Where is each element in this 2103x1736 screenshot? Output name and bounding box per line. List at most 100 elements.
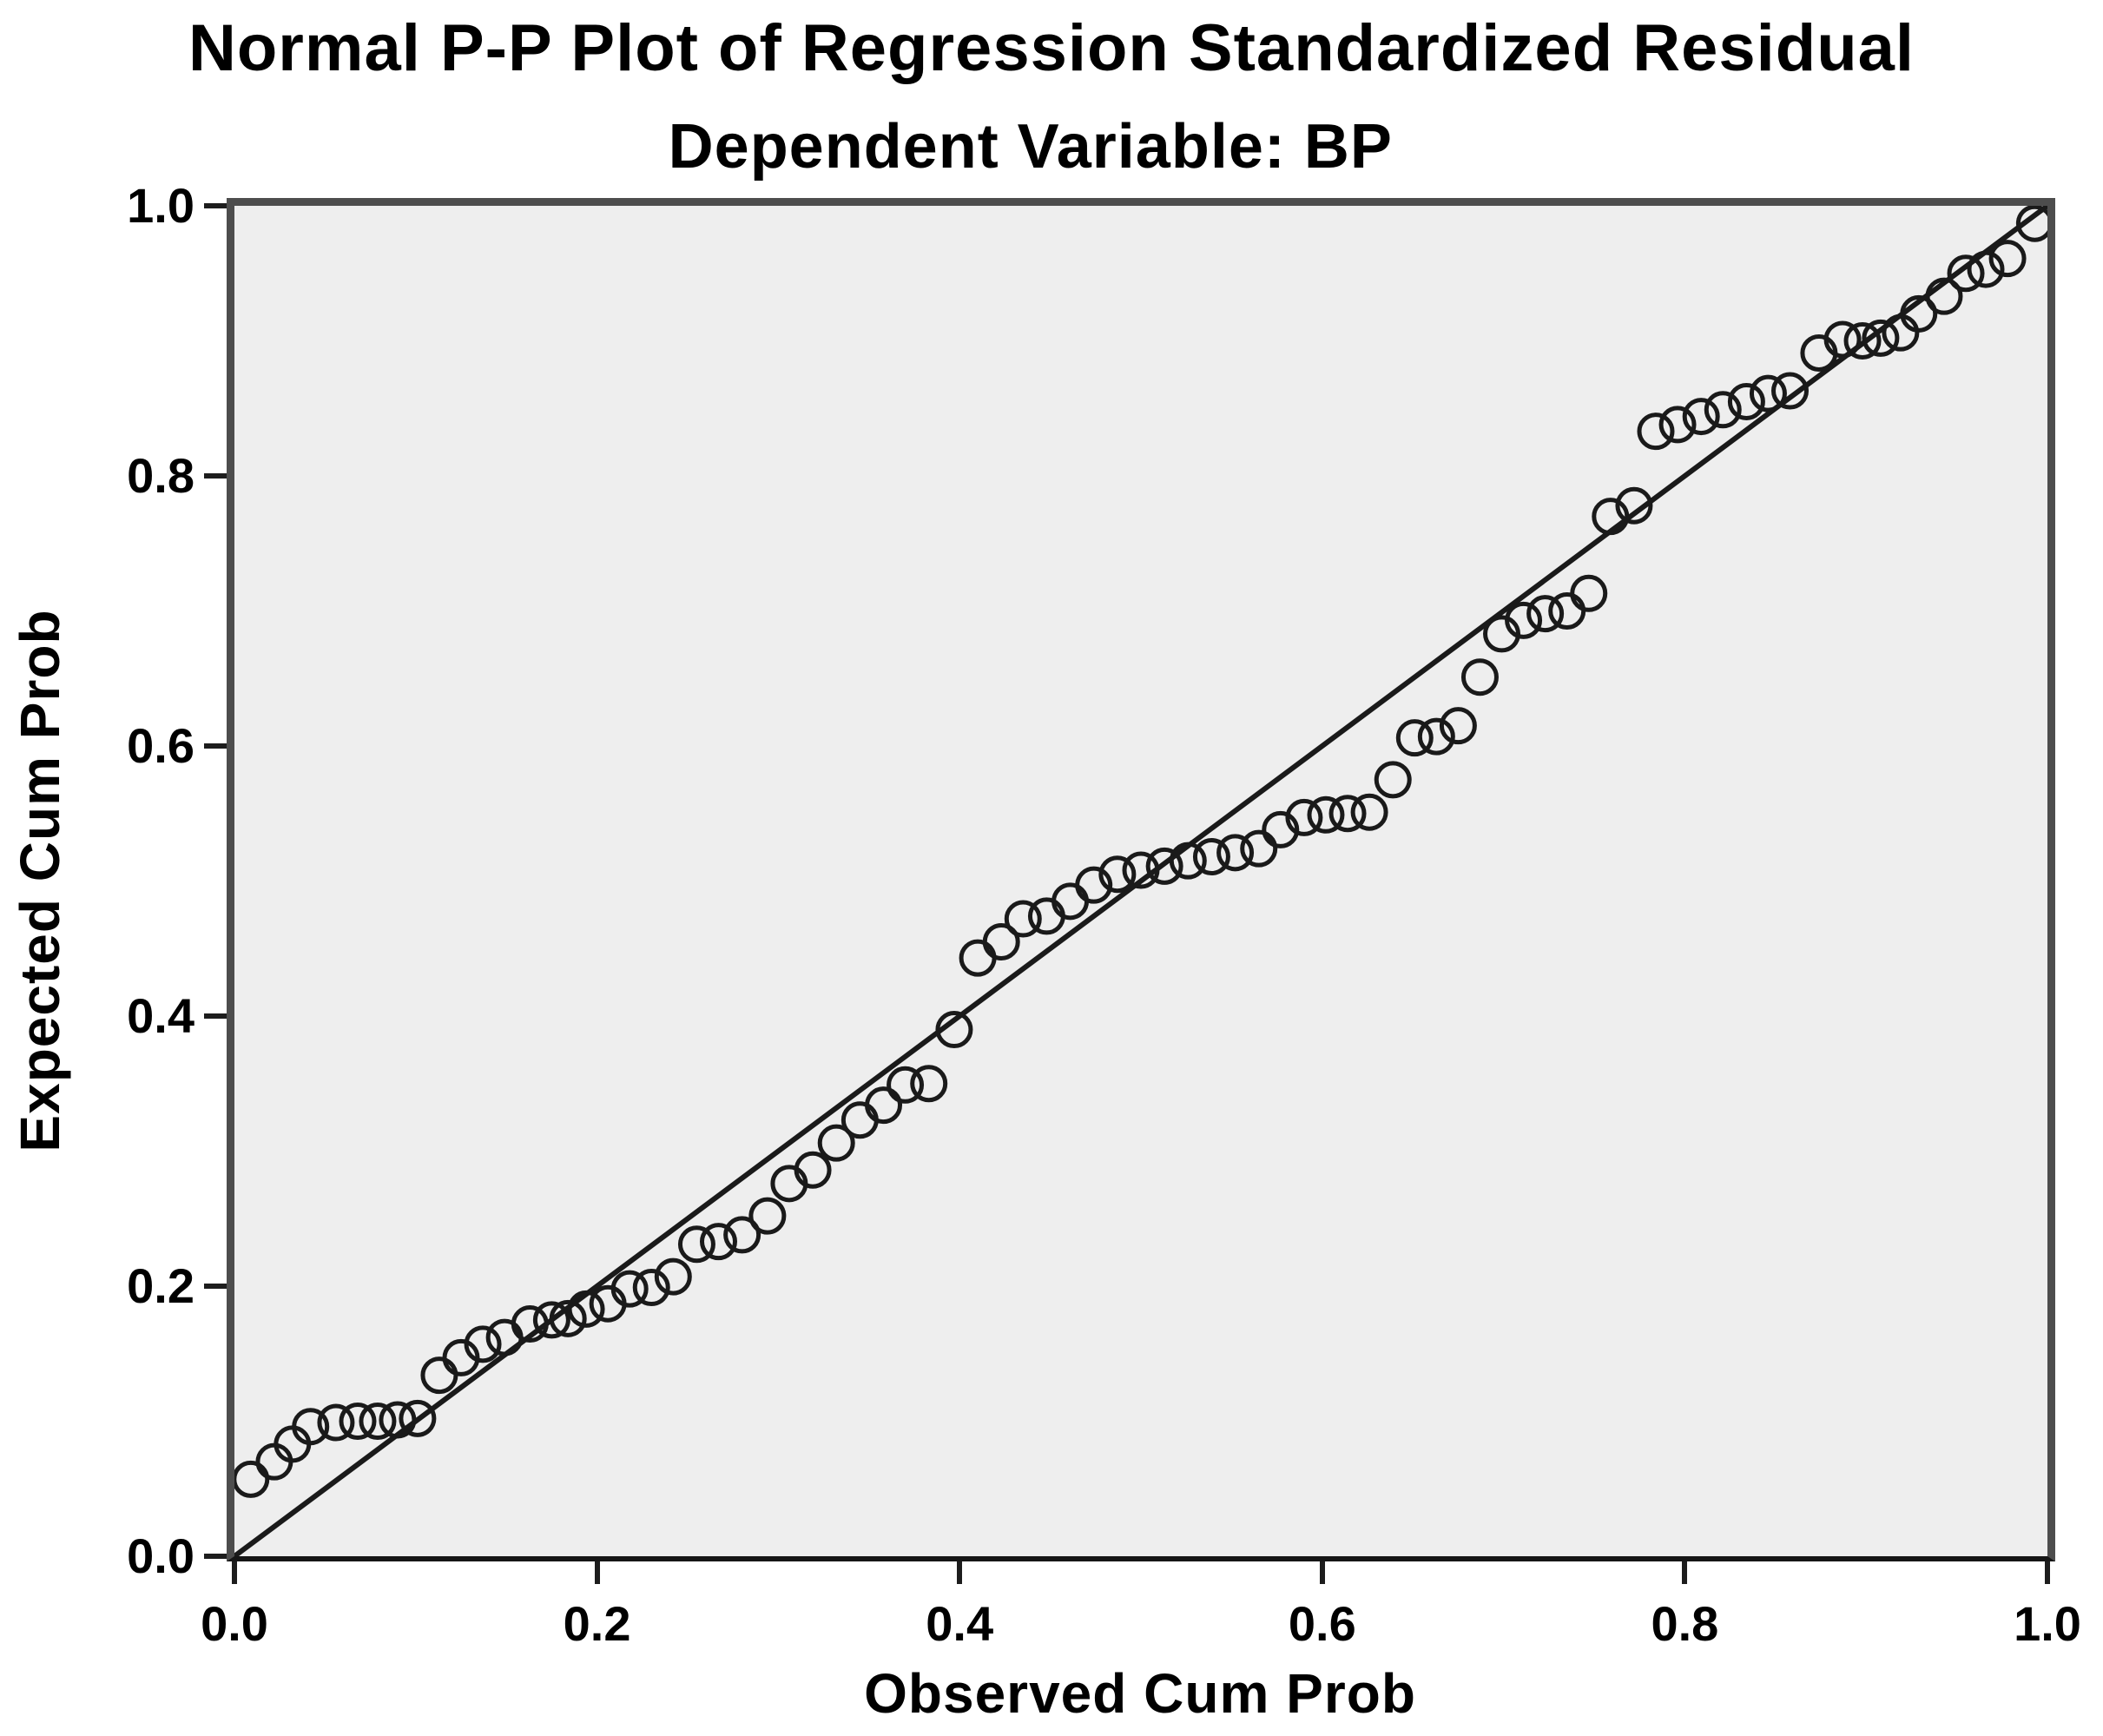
data-point-marker (1526, 595, 1565, 633)
y-axis-tick-label: 0.0 (127, 1528, 194, 1583)
data-point-marker (1285, 798, 1323, 836)
data-point-marker (1900, 294, 1938, 333)
data-point-marker (1771, 372, 1810, 410)
data-point-marker (699, 1223, 737, 1261)
data-point-marker (1882, 314, 1920, 352)
data-point-marker (1075, 866, 1113, 904)
data-point-marker (532, 1301, 570, 1339)
data-point-marker (1145, 847, 1183, 885)
data-point-marker (1749, 374, 1787, 413)
chart-title: Normal P-P Plot of Regression Standardiz… (188, 11, 1915, 85)
data-point-marker (1052, 882, 1090, 921)
data-point-marker (1169, 842, 1207, 880)
data-point-marker (677, 1225, 715, 1264)
x-axis-tick-label: 1.0 (2014, 1596, 2081, 1651)
data-point-marker (399, 1399, 437, 1437)
data-point-marker (359, 1403, 397, 1440)
data-point-marker (255, 1442, 293, 1481)
x-axis-tick (1319, 1561, 1325, 1584)
x-axis-tick-label: 0.4 (926, 1596, 994, 1651)
data-point-marker (1967, 250, 2005, 288)
data-point-marker (1216, 834, 1255, 872)
x-axis-tick (1682, 1561, 1688, 1584)
y-axis-tick (204, 1554, 227, 1559)
data-point-marker (817, 1124, 855, 1162)
y-axis-tick-label: 1.0 (127, 178, 194, 233)
data-point-marker (1658, 406, 1697, 444)
y-axis-title: Expected Cum Prob (9, 609, 71, 1152)
data-point-marker (1925, 277, 1963, 315)
x-axis-tick (2045, 1561, 2050, 1584)
data-point-marker (274, 1425, 312, 1463)
data-point-marker (339, 1403, 377, 1440)
data-point-marker (420, 1356, 458, 1395)
data-point-marker (1843, 322, 1882, 360)
data-point-marker (379, 1401, 417, 1439)
y-axis-tick (204, 743, 227, 749)
data-point-marker (1122, 851, 1160, 889)
data-point-marker (887, 1066, 925, 1104)
data-point-marker (1862, 319, 1900, 357)
data-point-marker (1240, 829, 1278, 868)
x-axis-tick-label: 0.0 (201, 1596, 268, 1651)
data-point-marker (292, 1408, 330, 1446)
data-point-marker (234, 1460, 270, 1498)
data-point-marker (1704, 391, 1742, 429)
data-point-marker (1615, 486, 1653, 525)
scatter-plot-canvas (234, 206, 2047, 1556)
reference-line (234, 206, 2047, 1556)
plot-area (227, 198, 2055, 1561)
x-axis-tick (957, 1561, 963, 1584)
data-point-marker (632, 1269, 670, 1307)
y-axis-tick-label: 0.6 (127, 718, 194, 773)
data-point-marker (1823, 320, 1862, 359)
data-point-marker (1098, 855, 1137, 894)
data-point-marker (1637, 413, 1675, 451)
x-axis-tick-label: 0.6 (1288, 1596, 1356, 1651)
data-point-marker (610, 1270, 649, 1308)
x-axis-tick-label: 0.8 (1651, 1596, 1719, 1651)
data-point-marker (549, 1299, 587, 1337)
data-point-marker (567, 1290, 605, 1328)
data-point-marker (654, 1257, 692, 1296)
data-point-marker (1262, 810, 1300, 848)
data-point-marker (1395, 719, 1434, 757)
data-point-marker (982, 922, 1020, 960)
data-point-marker (1460, 658, 1499, 696)
data-point-marker (1988, 240, 2027, 278)
y-axis-tick (204, 1013, 227, 1019)
data-point-marker (1417, 717, 1455, 756)
data-point-marker (1328, 795, 1367, 833)
y-axis-tick-label: 0.2 (127, 1258, 194, 1313)
data-point-marker (485, 1318, 524, 1356)
x-axis-title: Observed Cum Prob (864, 1662, 1416, 1725)
data-point-marker (1439, 707, 1477, 745)
y-axis-tick (204, 473, 227, 479)
data-point-marker (317, 1403, 355, 1442)
y-axis-tick-label: 0.4 (127, 988, 194, 1043)
data-point-marker (511, 1305, 549, 1343)
data-point-marker (1592, 498, 1630, 536)
data-point-marker (910, 1065, 948, 1103)
data-point-marker (794, 1151, 832, 1189)
data-point-marker (464, 1325, 502, 1363)
data-point-marker (1374, 761, 1412, 799)
y-axis-tick (204, 1284, 227, 1289)
data-point-marker (1727, 382, 1765, 420)
data-point-marker (1307, 795, 1345, 834)
data-point-marker (959, 939, 997, 977)
data-point-marker (935, 1011, 973, 1049)
data-point-marker (1548, 592, 1586, 630)
chart-subtitle: Dependent Variable: BP (668, 112, 1393, 182)
x-axis-tick (232, 1561, 237, 1584)
data-point-marker (865, 1086, 903, 1125)
x-axis-tick-label: 0.2 (563, 1596, 631, 1651)
data-point-marker (1027, 897, 1065, 935)
data-point-marker (2015, 206, 2047, 242)
data-point-marker (1570, 574, 1608, 612)
x-axis-tick (594, 1561, 600, 1584)
data-point-marker (1350, 793, 1388, 831)
y-axis-tick-label: 0.8 (127, 448, 194, 503)
data-point-marker (748, 1197, 787, 1235)
